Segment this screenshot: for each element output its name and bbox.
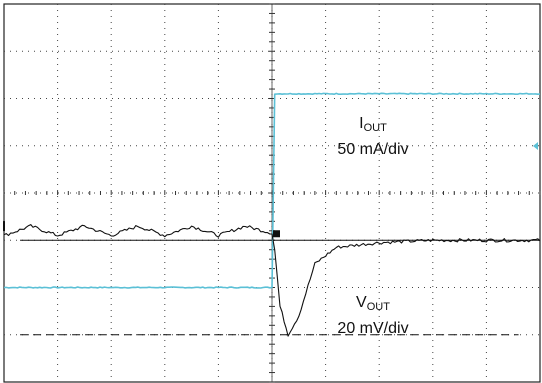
markers (3, 142, 538, 238)
vout-label-sub: OUT (366, 301, 390, 313)
series-line-v-out (3, 224, 541, 337)
ch1-level-marker (533, 142, 538, 150)
iout-label-main: I (359, 115, 364, 132)
graticule (3, 3, 541, 383)
traces (3, 92, 541, 337)
vout-scale: 20 mV/div (337, 320, 409, 337)
vout-label: VOUT 20 mV/div (318, 292, 428, 340)
iout-scale: 50 mA/div (337, 141, 409, 158)
ch2-level-marker (3, 221, 5, 232)
iout-label-sub: OUT (363, 122, 387, 134)
vout-label-main: V (356, 294, 367, 311)
trigger-marker (273, 230, 280, 238)
iout-label: IOUT 50 mA/div (318, 113, 428, 161)
series-line-i-out (3, 92, 541, 289)
